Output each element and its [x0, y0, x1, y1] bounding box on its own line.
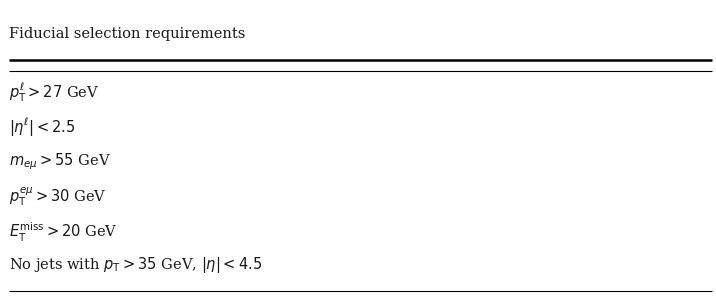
Text: $E_\mathrm{T}^\mathrm{miss} > 20$ GeV: $E_\mathrm{T}^\mathrm{miss} > 20$ GeV	[9, 220, 117, 244]
Text: $p_\mathrm{T}^{\ell} > 27$ GeV: $p_\mathrm{T}^{\ell} > 27$ GeV	[9, 82, 99, 104]
Text: $m_{e\mu} > 55$ GeV: $m_{e\mu} > 55$ GeV	[9, 151, 110, 172]
Text: No jets with $p_\mathrm{T} > 35$ GeV, $|\eta| < 4.5$: No jets with $p_\mathrm{T} > 35$ GeV, $|…	[9, 255, 261, 275]
Text: $p_\mathrm{T}^{e\mu} > 30$ GeV: $p_\mathrm{T}^{e\mu} > 30$ GeV	[9, 186, 106, 208]
Text: Fiducial selection requirements: Fiducial selection requirements	[9, 27, 245, 41]
Text: $|\eta^{\ell}| < 2.5$: $|\eta^{\ell}| < 2.5$	[9, 116, 75, 138]
